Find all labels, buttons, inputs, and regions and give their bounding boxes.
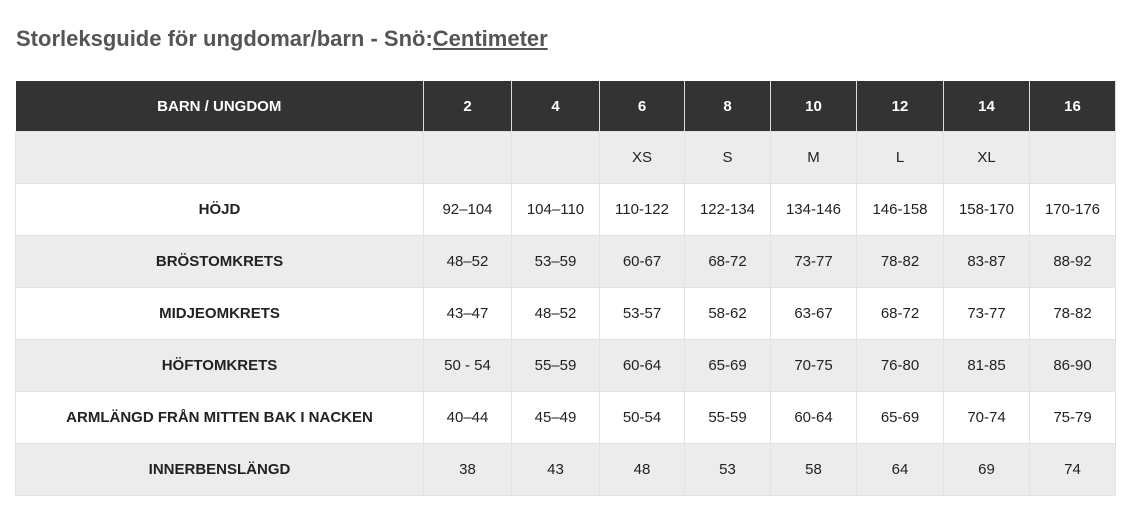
cell: 68-72: [684, 235, 771, 288]
row-label: ARMLÄNGD FRÅN MITTEN BAK I NACKEN: [15, 391, 424, 444]
table-row: HÖJD 92–104 104–110 110-122 122-134 134-146 14…: [15, 183, 1116, 236]
cell: 110-122: [599, 183, 685, 236]
column-header: 4: [511, 81, 600, 132]
cell: 53-57: [599, 287, 685, 340]
row-label: HÖJD: [15, 183, 424, 236]
cell: 48–52: [423, 235, 512, 288]
cell: 73-77: [770, 235, 857, 288]
cell: 65-69: [684, 339, 771, 392]
cell: 58-62: [684, 287, 771, 340]
table-row: INNERBENSLÄNGD 38 43 48 53 58 64 69 74: [15, 443, 1116, 496]
cell: 92–104: [423, 183, 512, 236]
cell: 38: [423, 443, 512, 496]
cell: 53–59: [511, 235, 600, 288]
cell: [511, 131, 600, 184]
column-header: 14: [943, 81, 1030, 132]
column-header: 16: [1029, 81, 1116, 132]
cell: 55–59: [511, 339, 600, 392]
cell: 68-72: [856, 287, 944, 340]
cell: 50 - 54: [423, 339, 512, 392]
table-body: XS S M L XL HÖJD 92–104 104–110 110-122 122-134 13…: [15, 131, 1116, 496]
cell: 170-176: [1029, 183, 1116, 236]
column-header: 12: [856, 81, 944, 132]
cell: M: [770, 131, 857, 184]
cell: 76-80: [856, 339, 944, 392]
cell: 40–44: [423, 391, 512, 444]
cell: 75-79: [1029, 391, 1116, 444]
cell: 86-90: [1029, 339, 1116, 392]
cell: 43: [511, 443, 600, 496]
cell: 134-146: [770, 183, 857, 236]
cell: 55-59: [684, 391, 771, 444]
cell: 45–49: [511, 391, 600, 444]
row-label: INNERBENSLÄNGD: [15, 443, 424, 496]
cell: 78-82: [1029, 287, 1116, 340]
cell: 81-85: [943, 339, 1030, 392]
cell: 146-158: [856, 183, 944, 236]
cell: 60-64: [599, 339, 685, 392]
cell: [1029, 131, 1116, 184]
cell: [423, 131, 512, 184]
cell: 104–110: [511, 183, 600, 236]
cell: 60-67: [599, 235, 685, 288]
unit-link[interactable]: Centimeter: [432, 26, 548, 51]
cell: 74: [1029, 443, 1116, 496]
cell: 78-82: [856, 235, 944, 288]
cell: 73-77: [943, 287, 1030, 340]
page-title: Storleksguide för ungdomar/barn - Snö:Ce…: [16, 26, 548, 52]
cell: 83-87: [943, 235, 1030, 288]
cell: 158-170: [943, 183, 1030, 236]
table-row: ARMLÄNGD FRÅN MITTEN BAK I NACKEN 40–44 45…: [15, 391, 1116, 444]
cell: 53: [684, 443, 771, 496]
cell: 58: [770, 443, 857, 496]
table-row: MIDJEOMKRETS 43–47 48–52 53-57 58-62 63-67 68-…: [15, 287, 1116, 340]
cell: 122-134: [684, 183, 771, 236]
cell: 50-54: [599, 391, 685, 444]
table-row: XS S M L XL: [15, 131, 1116, 184]
size-table: BARN / UNGDOM 2 4 6 8 10 12 14 16 XS S M L XL HÖJD 92–…: [15, 81, 1116, 496]
cell: L: [856, 131, 944, 184]
cell: 88-92: [1029, 235, 1116, 288]
cell: 65-69: [856, 391, 944, 444]
cell: 64: [856, 443, 944, 496]
column-header: BARN / UNGDOM: [15, 81, 424, 132]
cell: 48: [599, 443, 685, 496]
header-row: BARN / UNGDOM 2 4 6 8 10 12 14 16: [15, 81, 1116, 132]
cell: 48–52: [511, 287, 600, 340]
table-row: BRÖSTOMKRETS 48–52 53–59 60-67 68-72 73-77 78-…: [15, 235, 1116, 288]
cell: XL: [943, 131, 1030, 184]
row-label: BRÖSTOMKRETS: [15, 235, 424, 288]
cell: 43–47: [423, 287, 512, 340]
title-text: Storleksguide för ungdomar/barn - Snö:: [16, 26, 433, 51]
column-header: 8: [684, 81, 771, 132]
cell: S: [684, 131, 771, 184]
cell: 70-75: [770, 339, 857, 392]
cell: XS: [599, 131, 685, 184]
cell: 70-74: [943, 391, 1030, 444]
cell: 60-64: [770, 391, 857, 444]
cell: 69: [943, 443, 1030, 496]
table-row: HÖFTOMKRETS 50 - 54 55–59 60-64 65-69 70-75 76…: [15, 339, 1116, 392]
column-header: 10: [770, 81, 857, 132]
row-label: [15, 131, 424, 184]
column-header: 6: [599, 81, 685, 132]
row-label: MIDJEOMKRETS: [15, 287, 424, 340]
row-label: HÖFTOMKRETS: [15, 339, 424, 392]
column-header: 2: [423, 81, 512, 132]
cell: 63-67: [770, 287, 857, 340]
